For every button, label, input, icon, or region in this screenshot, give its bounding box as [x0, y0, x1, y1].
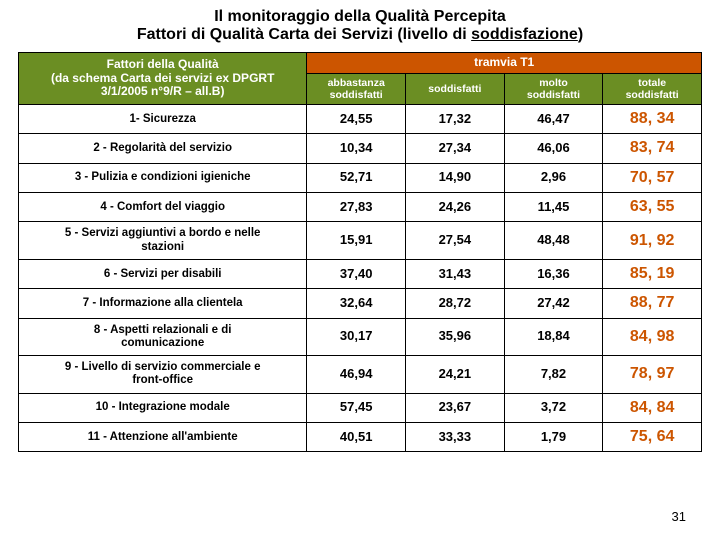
table-head: Fattori della Qualità (da schema Carta d…: [19, 53, 702, 105]
table-row: 6 - Servizi per disabili37,4031,4316,368…: [19, 259, 702, 288]
value-cell: 7,82: [504, 356, 603, 393]
header-sub3: molto soddisfatti: [504, 73, 603, 104]
value-cell: 37,40: [307, 259, 406, 288]
quality-table: Fattori della Qualità (da schema Carta d…: [18, 52, 702, 452]
factor-cell: 10 - Integrazione modale: [19, 393, 307, 422]
factor-cell: 1- Sicurezza: [19, 104, 307, 133]
factor-cell: 6 - Servizi per disabili: [19, 259, 307, 288]
value-cell: 10,34: [307, 134, 406, 163]
table-body: 1- Sicurezza24,5517,3246,4788, 342 - Reg…: [19, 104, 702, 451]
table-row: 2 - Regolarità del servizio10,3427,3446,…: [19, 134, 702, 163]
value-cell: 27,42: [504, 289, 603, 318]
value-cell: 24,26: [406, 193, 505, 222]
total-cell: 83, 74: [603, 134, 702, 163]
value-cell: 3,72: [504, 393, 603, 422]
value-cell: 2,96: [504, 163, 603, 192]
header-tram: tramvia T1: [307, 53, 702, 74]
value-cell: 11,45: [504, 193, 603, 222]
total-cell: 63, 55: [603, 193, 702, 222]
factor-cell: 11 - Attenzione all'ambiente: [19, 422, 307, 451]
value-cell: 27,34: [406, 134, 505, 163]
value-cell: 27,83: [307, 193, 406, 222]
table-row: 8 - Aspetti relazionali e di comunicazio…: [19, 318, 702, 355]
total-cell: 84, 84: [603, 393, 702, 422]
value-cell: 27,54: [406, 222, 505, 259]
header-sub2: soddisfatti: [406, 73, 505, 104]
header-sub4: totale soddisfatti: [603, 73, 702, 104]
value-cell: 46,94: [307, 356, 406, 393]
table-row: 11 - Attenzione all'ambiente40,5133,331,…: [19, 422, 702, 451]
table-row: 5 - Servizi aggiuntivi a bordo e nelle s…: [19, 222, 702, 259]
value-cell: 57,45: [307, 393, 406, 422]
value-cell: 24,21: [406, 356, 505, 393]
total-cell: 85, 19: [603, 259, 702, 288]
value-cell: 15,91: [307, 222, 406, 259]
total-cell: 70, 57: [603, 163, 702, 192]
value-cell: 52,71: [307, 163, 406, 192]
total-cell: 88, 34: [603, 104, 702, 133]
header-factor: Fattori della Qualità (da schema Carta d…: [19, 53, 307, 105]
title-line2-a: Fattori di Qualità Carta dei Servizi (li…: [137, 26, 471, 43]
value-cell: 30,17: [307, 318, 406, 355]
total-cell: 75, 64: [603, 422, 702, 451]
table-row: 3 - Pulizia e condizioni igieniche52,711…: [19, 163, 702, 192]
value-cell: 16,36: [504, 259, 603, 288]
value-cell: 23,67: [406, 393, 505, 422]
value-cell: 32,64: [307, 289, 406, 318]
value-cell: 14,90: [406, 163, 505, 192]
value-cell: 33,33: [406, 422, 505, 451]
title-line1: Il monitoraggio della Qualità Percepita: [40, 8, 680, 26]
table-container: Fattori della Qualità (da schema Carta d…: [0, 52, 720, 452]
total-cell: 91, 92: [603, 222, 702, 259]
value-cell: 48,48: [504, 222, 603, 259]
header-sub1: abbastanza soddisfatti: [307, 73, 406, 104]
value-cell: 35,96: [406, 318, 505, 355]
factor-cell: 2 - Regolarità del servizio: [19, 134, 307, 163]
value-cell: 17,32: [406, 104, 505, 133]
title-line2-b: soddisfazione: [471, 26, 578, 43]
value-cell: 24,55: [307, 104, 406, 133]
factor-cell: 7 - Informazione alla clientela: [19, 289, 307, 318]
table-row: 4 - Comfort del viaggio27,8324,2611,4563…: [19, 193, 702, 222]
total-cell: 88, 77: [603, 289, 702, 318]
value-cell: 1,79: [504, 422, 603, 451]
factor-cell: 9 - Livello di servizio commerciale e fr…: [19, 356, 307, 393]
title-line2-c: ): [578, 26, 583, 43]
value-cell: 40,51: [307, 422, 406, 451]
value-cell: 31,43: [406, 259, 505, 288]
value-cell: 18,84: [504, 318, 603, 355]
title-line2: Fattori di Qualità Carta dei Servizi (li…: [40, 26, 680, 44]
total-cell: 84, 98: [603, 318, 702, 355]
factor-cell: 8 - Aspetti relazionali e di comunicazio…: [19, 318, 307, 355]
page-number: 31: [672, 509, 686, 524]
factor-cell: 4 - Comfort del viaggio: [19, 193, 307, 222]
table-row: 10 - Integrazione modale57,4523,673,7284…: [19, 393, 702, 422]
total-cell: 78, 97: [603, 356, 702, 393]
table-row: 7 - Informazione alla clientela32,6428,7…: [19, 289, 702, 318]
table-row: 9 - Livello di servizio commerciale e fr…: [19, 356, 702, 393]
title-block: Il monitoraggio della Qualità Percepita …: [0, 0, 720, 52]
value-cell: 46,47: [504, 104, 603, 133]
factor-cell: 5 - Servizi aggiuntivi a bordo e nelle s…: [19, 222, 307, 259]
value-cell: 46,06: [504, 134, 603, 163]
factor-cell: 3 - Pulizia e condizioni igieniche: [19, 163, 307, 192]
table-row: 1- Sicurezza24,5517,3246,4788, 34: [19, 104, 702, 133]
value-cell: 28,72: [406, 289, 505, 318]
